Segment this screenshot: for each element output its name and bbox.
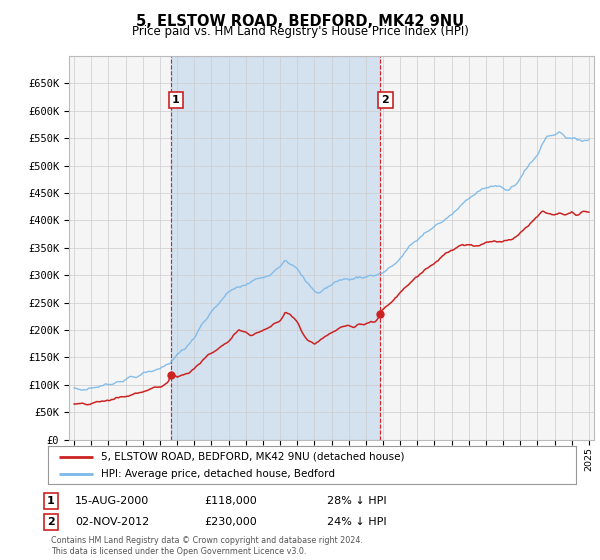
Text: £230,000: £230,000 [204, 517, 257, 527]
Bar [170, 56, 380, 440]
Text: 5, ELSTOW ROAD, BEDFORD, MK42 9NU: 5, ELSTOW ROAD, BEDFORD, MK42 9NU [136, 14, 464, 29]
Text: 2: 2 [382, 95, 389, 105]
Text: 28% ↓ HPI: 28% ↓ HPI [327, 496, 386, 506]
Text: 02-NOV-2012: 02-NOV-2012 [75, 517, 149, 527]
Text: 5, ELSTOW ROAD, BEDFORD, MK42 9NU (detached house): 5, ELSTOW ROAD, BEDFORD, MK42 9NU (detac… [101, 452, 404, 462]
Text: 15-AUG-2000: 15-AUG-2000 [75, 496, 149, 506]
Text: £118,000: £118,000 [204, 496, 257, 506]
Text: 1: 1 [47, 496, 55, 506]
Text: 24% ↓ HPI: 24% ↓ HPI [327, 517, 386, 527]
Bar [170, 56, 380, 440]
Text: HPI: Average price, detached house, Bedford: HPI: Average price, detached house, Bedf… [101, 469, 335, 479]
Text: 2: 2 [47, 517, 55, 527]
Text: 1: 1 [172, 95, 179, 105]
Text: Contains HM Land Registry data © Crown copyright and database right 2024.
This d: Contains HM Land Registry data © Crown c… [51, 536, 363, 556]
Text: Price paid vs. HM Land Registry's House Price Index (HPI): Price paid vs. HM Land Registry's House … [131, 25, 469, 38]
